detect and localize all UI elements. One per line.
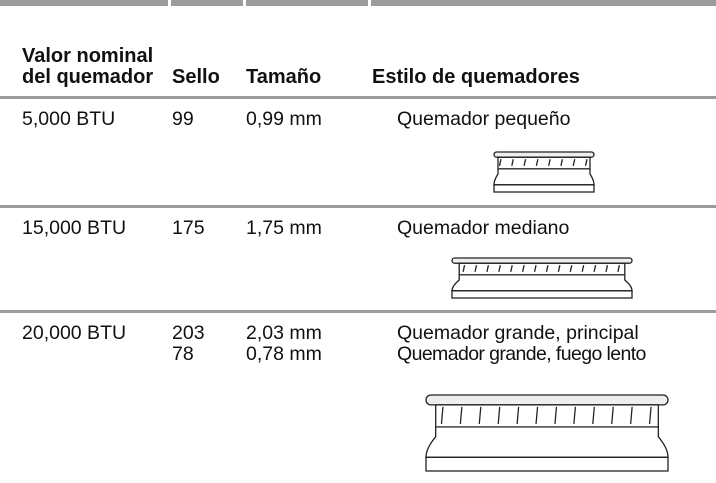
burner-port: [545, 265, 549, 272]
table-row: 20,000 BTU 203 78 2,03 mm 0,78 mm Quemador gr…: [0, 313, 716, 483]
header-cell: Estilo de quemadores: [372, 66, 580, 88]
cell-line: 175: [172, 217, 205, 239]
burner-cap: [493, 151, 595, 158]
burner-port: [511, 159, 514, 166]
table-cell: Quemador grande, principal Quemador grand…: [397, 323, 646, 365]
table-cell: 15,000 BTU: [22, 217, 127, 239]
cell-line: Quemador pequeño: [397, 108, 571, 130]
burner-port: [548, 159, 551, 166]
burner-port: [584, 159, 588, 166]
burner-ports: [497, 156, 591, 170]
burner-ports: [435, 404, 659, 428]
burner-foot: [451, 290, 633, 299]
burner-port: [462, 265, 466, 272]
burner-port: [535, 406, 539, 424]
cell-line: Quemador grande, principal: [397, 322, 639, 344]
cell-line: 0,99 mm: [246, 108, 322, 130]
table-cell: 175: [172, 218, 205, 239]
burner-port: [629, 406, 633, 424]
burner-port: [581, 265, 585, 272]
burner-foot: [425, 456, 669, 472]
burner-port: [510, 265, 513, 272]
burner-port: [535, 159, 539, 166]
burner-port: [593, 265, 597, 272]
burner-port: [498, 159, 502, 166]
table-cell: 1,75 mm: [246, 218, 322, 239]
table-cell: 2,03 mm 0,78 mm: [246, 323, 322, 365]
burner-cap: [425, 394, 669, 406]
header-cell: Sello: [172, 66, 220, 88]
burner-port: [486, 265, 490, 272]
burner-port: [611, 406, 614, 424]
burner-port: [516, 406, 520, 424]
burner-port: [440, 406, 444, 424]
burner-port: [617, 265, 621, 272]
table-cell: 5,000 BTU: [22, 108, 116, 130]
burner-port: [648, 406, 652, 424]
burner-cap: [451, 257, 633, 264]
cell-line: 203: [172, 322, 205, 344]
burner-port: [569, 265, 573, 272]
burner-icon: [425, 394, 669, 472]
top-rule: [0, 0, 716, 6]
burner-port: [478, 406, 482, 424]
table-row: 15,000 BTU 175 1,75 mm Quemador mediano: [0, 208, 716, 310]
cell-line: 99: [172, 108, 194, 130]
table-row: 5,000 BTU 99 0,99 mm Quemador pequeño: [0, 99, 716, 205]
burner-port: [560, 159, 564, 166]
burner-ports: [458, 262, 626, 276]
burner-port: [592, 406, 595, 424]
cell-line: 0,78 mm: [246, 343, 322, 365]
burner-port: [554, 406, 558, 424]
burner-port: [522, 265, 525, 272]
burner-port: [573, 406, 577, 424]
burner-port: [533, 265, 537, 272]
burner-port: [557, 265, 561, 272]
row-separator: [0, 96, 716, 99]
cell-line: 1,75 mm: [246, 217, 322, 239]
table-cell: Quemador mediano: [397, 218, 569, 239]
cell-line: Quemador grande, fuego lento: [397, 343, 646, 365]
table-cell: 203 78: [172, 323, 205, 365]
burner-port: [474, 265, 478, 272]
burner-port: [459, 406, 463, 424]
header-cell: Valor nominal del quemador: [22, 45, 154, 88]
burner-icon: [493, 151, 595, 193]
table-cell: 99: [172, 109, 194, 130]
burner-base: [493, 168, 595, 186]
burner-port: [498, 265, 501, 272]
header-cell: Tamaño: [246, 66, 322, 88]
table-cell: 0,99 mm: [246, 109, 322, 130]
burner-port: [605, 265, 609, 272]
burner-port: [523, 159, 527, 166]
table-cell: 20,000 BTU: [22, 322, 127, 344]
row-separator: [0, 310, 716, 313]
cell-line: Quemador mediano: [397, 217, 570, 239]
table-cell: Quemador pequeño: [397, 109, 570, 130]
row-separator: [0, 205, 716, 208]
burner-foot: [493, 184, 595, 193]
burner-base: [451, 274, 633, 292]
table-header: Valor nominal del quemador Sello Tamaño …: [0, 6, 716, 96]
cell-line: 2,03 mm: [246, 322, 322, 344]
burner-icon: [451, 257, 633, 299]
burner-base: [425, 426, 669, 458]
burner-port: [572, 159, 576, 166]
cell-line: 78: [172, 343, 194, 365]
burner-port: [497, 406, 501, 424]
